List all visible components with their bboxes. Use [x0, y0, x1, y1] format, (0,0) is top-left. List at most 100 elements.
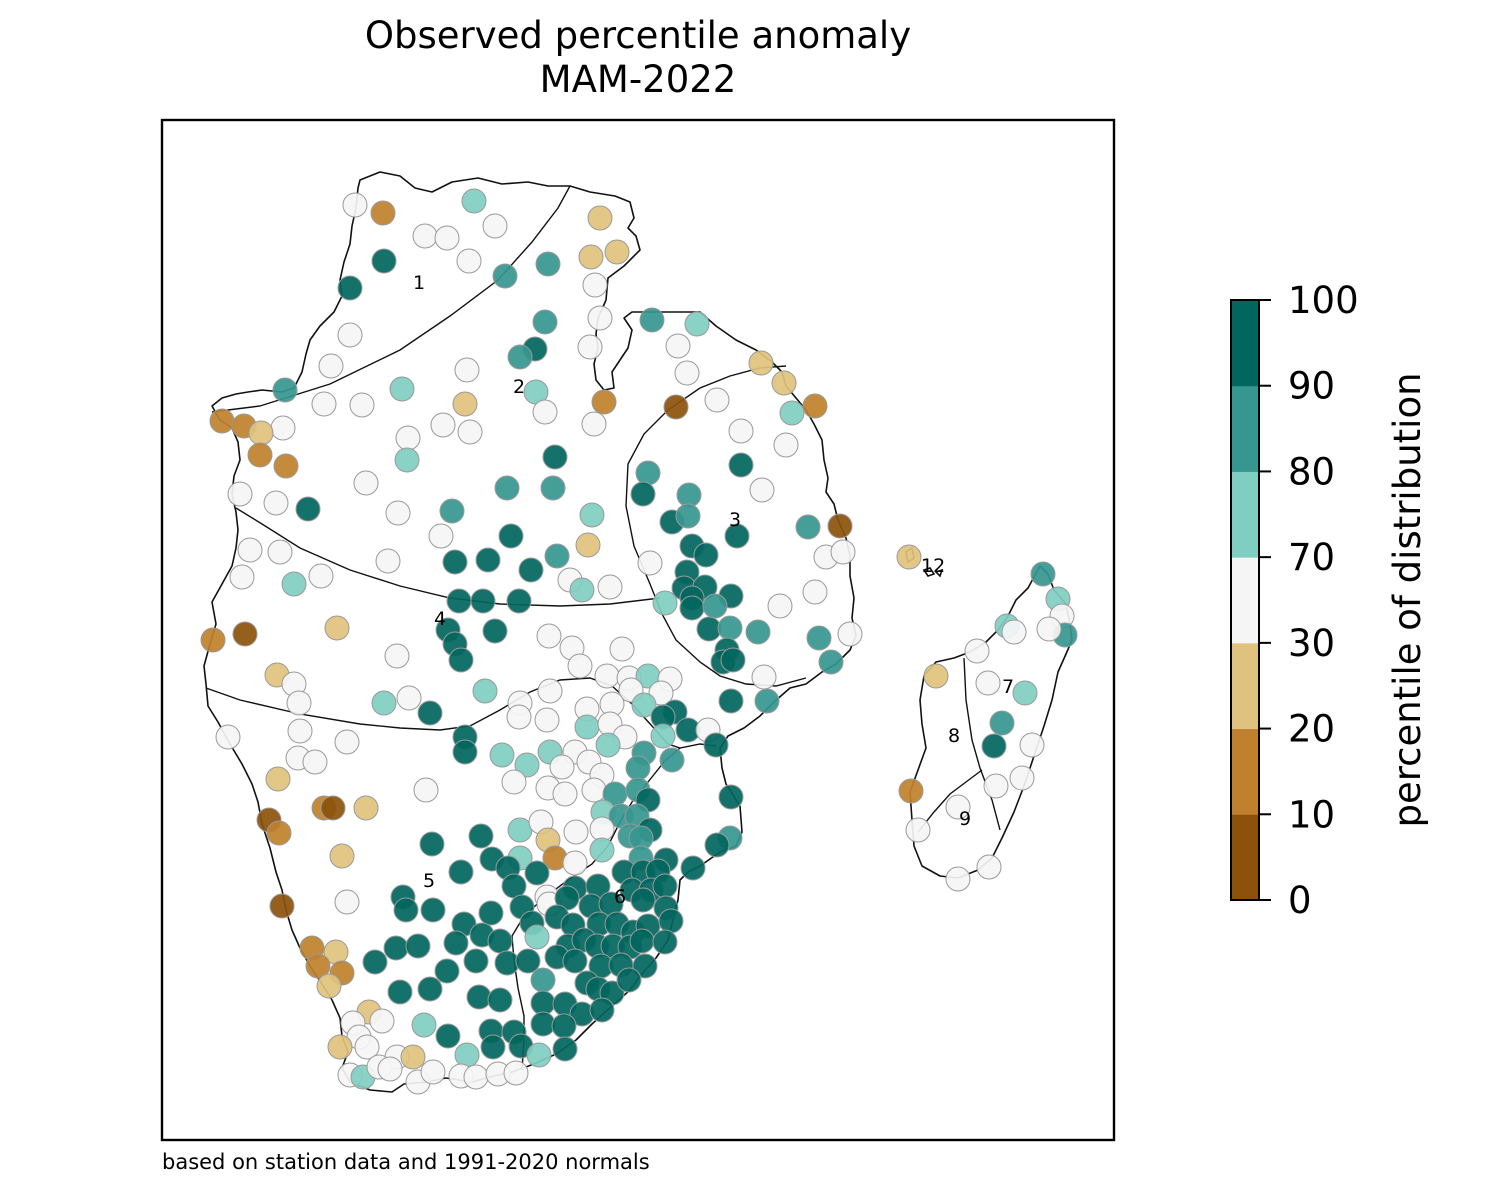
station-marker: [452, 739, 478, 765]
station-marker: [281, 571, 307, 597]
map-title: Observed percentile anomaly MAM-2022: [162, 14, 1114, 102]
station-marker: [631, 692, 657, 718]
station-marker: [417, 976, 443, 1002]
station-marker: [396, 685, 422, 711]
title-line-2: MAM-2022: [539, 58, 737, 101]
station-marker: [353, 795, 379, 821]
station-marker: [806, 625, 832, 651]
station-marker: [266, 820, 292, 846]
station-marker: [665, 333, 691, 359]
station-marker: [748, 350, 774, 376]
station-marker: [983, 773, 1009, 799]
station-marker: [537, 678, 563, 704]
station-marker: [320, 795, 346, 821]
station-marker: [503, 1060, 529, 1086]
station-marker: [1030, 561, 1056, 587]
station-marker: [629, 928, 655, 954]
station-marker: [448, 647, 474, 673]
station-marker: [577, 334, 603, 360]
station-marker: [514, 752, 540, 778]
station-marker: [652, 590, 678, 616]
station-marker: [767, 593, 793, 619]
station-marker: [456, 248, 482, 274]
station-marker: [975, 670, 1001, 696]
station-marker: [637, 550, 663, 576]
station-marker: [567, 653, 593, 679]
station-marker: [501, 873, 527, 899]
station-marker: [751, 664, 777, 690]
station-marker: [696, 616, 722, 642]
station-marker: [830, 539, 856, 565]
station-marker: [270, 415, 296, 441]
station-marker: [587, 205, 613, 231]
station-marker: [663, 394, 689, 420]
station-marker: [273, 453, 299, 479]
station-marker: [552, 781, 578, 807]
station-marker: [263, 490, 289, 516]
station-marker: [802, 579, 828, 605]
station-marker: [837, 621, 863, 647]
station-marker: [595, 732, 621, 758]
region-label-2: 2: [513, 376, 525, 398]
station-marker: [582, 272, 608, 298]
station-marker: [209, 408, 235, 434]
station-marker: [448, 859, 474, 885]
station-marker: [507, 344, 533, 370]
station-marker: [532, 399, 558, 425]
station-marker: [420, 897, 446, 923]
station-marker: [569, 577, 595, 603]
station-marker: [393, 897, 419, 923]
station-marker: [905, 817, 931, 843]
station-marker: [387, 979, 413, 1005]
station-marker: [587, 305, 613, 331]
station-marker: [981, 733, 1007, 759]
region-label-8: 8: [948, 725, 960, 747]
station-marker: [395, 425, 421, 451]
station-marker: [581, 777, 607, 803]
station-marker: [480, 1034, 506, 1060]
title-line-1: Observed percentile anomaly: [364, 14, 912, 57]
station-marker: [597, 574, 623, 600]
region-label-12: 12: [921, 555, 945, 577]
station-marker: [679, 595, 705, 621]
station-marker: [237, 537, 263, 563]
station-marker: [443, 930, 469, 956]
station-marker: [452, 391, 478, 417]
station-marker: [639, 307, 665, 333]
station-marker: [472, 678, 498, 704]
station-marker: [247, 442, 273, 468]
station-marker: [518, 557, 544, 583]
station-marker: [324, 615, 350, 641]
station-marker: [506, 588, 532, 614]
station-marker: [487, 987, 513, 1013]
station-marker: [316, 973, 342, 999]
station-marker: [377, 1056, 403, 1082]
station-marker: [385, 500, 411, 526]
station-marker: [487, 928, 513, 954]
station-marker: [337, 322, 363, 348]
region-label-7: 7: [1002, 676, 1014, 698]
station-marker: [295, 496, 321, 522]
station-marker: [923, 663, 949, 689]
station-marker: [463, 948, 489, 974]
region-labels: 1 2 3 4 5 6 7 8 9 12: [413, 272, 1014, 908]
station-markers: [200, 188, 1078, 1095]
station-marker: [544, 543, 570, 569]
station-marker: [754, 688, 780, 714]
station-marker: [371, 248, 397, 274]
station-marker: [574, 714, 600, 740]
station-marker: [535, 251, 561, 277]
station-marker: [463, 1064, 489, 1090]
station-marker: [702, 593, 728, 619]
station-marker: [434, 225, 460, 251]
station-marker: [369, 1008, 395, 1034]
station-marker: [417, 700, 443, 726]
station-marker: [524, 860, 550, 886]
station-marker: [232, 621, 258, 647]
station-marker: [454, 1042, 480, 1068]
station-marker: [771, 370, 797, 396]
station-marker: [515, 948, 541, 974]
station-marker: [430, 412, 456, 438]
station-marker: [536, 623, 562, 649]
station-marker: [650, 723, 676, 749]
